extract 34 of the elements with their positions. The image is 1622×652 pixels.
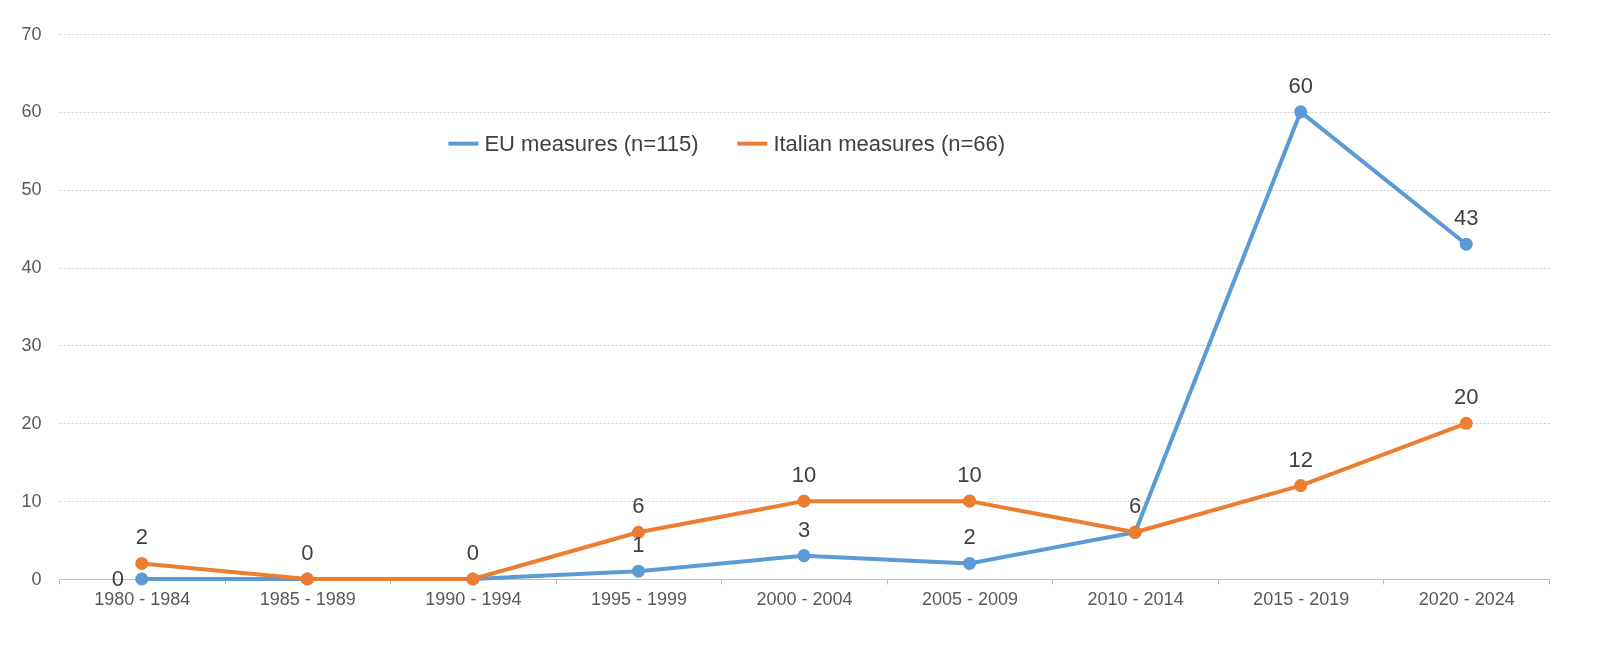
data-label: 6 [632,493,645,519]
y-tick-label: 30 [21,334,42,355]
data-label: 1 [632,532,645,558]
data-label: 2 [963,524,976,550]
x-tick-label: 2010 - 2014 [1087,588,1184,609]
y-tick-label: 0 [31,568,42,589]
y-tick-label: 20 [21,412,42,433]
data-label: 2 [135,524,148,550]
data-label: 0 [301,540,314,565]
x-tick-label: 2000 - 2004 [756,588,853,609]
x-tick-label: 1990 - 1994 [425,588,522,609]
data-label: 10 [957,462,982,488]
y-tick-label: 10 [21,490,42,511]
x-tick-label: 1980 - 1984 [94,588,191,609]
legend-label: Italian measures (n=66) [773,130,1006,156]
y-tick-label: 50 [21,179,42,200]
x-tick-label: 1995 - 1999 [590,588,687,609]
y-tick-label: 70 [21,23,42,44]
x-tick-label: 2005 - 2009 [922,588,1019,609]
x-tick-label: 2015 - 2019 [1253,588,1350,609]
x-tick-label: 2020 - 2024 [1418,588,1515,609]
data-label: 0 [111,566,124,591]
y-tick-label: 40 [21,257,42,278]
data-label: 0 [466,540,480,565]
data-label: 6 [1128,493,1142,519]
data-label: 3 [797,516,811,542]
data-label: 43 [1453,205,1479,231]
x-tick-label: 1985 - 1989 [259,588,356,609]
data-label: 10 [791,462,817,488]
data-label: 60 [1288,72,1313,98]
legend-label: EU measures (n=115) [484,130,699,156]
data-label: 20 [1453,384,1479,410]
y-tick-label: 60 [21,101,42,122]
data-label: 12 [1288,446,1313,472]
